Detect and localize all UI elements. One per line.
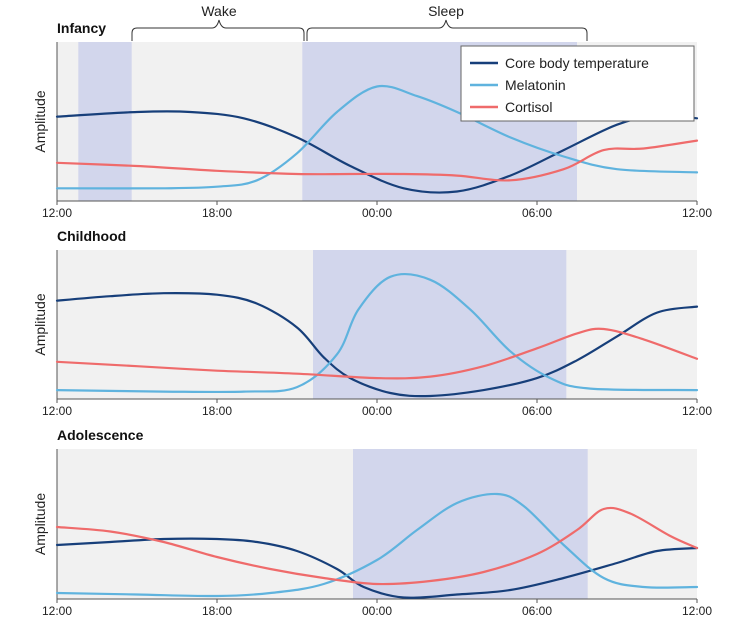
infancy-x-tick-label: 00:00 <box>362 206 392 220</box>
sleep-brace <box>306 19 588 41</box>
adolescence-x-tick-label: 12:00 <box>682 604 712 618</box>
infancy-x-tick-label: 12:00 <box>42 206 72 220</box>
legend-label-melatonin: Melatonin <box>505 77 566 93</box>
wake-brace <box>131 19 305 41</box>
childhood-y-axis-label: Amplitude <box>32 293 48 355</box>
infancy-x-tick-label: 06:00 <box>522 206 552 220</box>
childhood-title: Childhood <box>57 228 126 244</box>
adolescence-x-tick-label: 12:00 <box>42 604 72 618</box>
childhood-x-tick-label: 06:00 <box>522 404 552 418</box>
infancy-core-body-temperature-line <box>55 110 699 194</box>
childhood-x-tick-label: 18:00 <box>202 404 232 418</box>
infancy-x-tick-label: 12:00 <box>682 206 712 220</box>
adolescence-title: Adolescence <box>57 427 144 443</box>
adolescence-x-tick-label: 18:00 <box>202 604 232 618</box>
wake-sleep-braces: Wake Sleep <box>131 3 588 41</box>
adolescence-x-tick-label: 00:00 <box>362 604 392 618</box>
legend-label-core-body-temperature: Core body temperature <box>505 55 649 71</box>
legend: Core body temperature Melatonin Cortisol <box>460 45 695 122</box>
adolescence-core-body-temperature-line <box>55 537 699 599</box>
childhood-panel: 12:00 18:00 00:00 06:00 12:00 Amplitude Childh… <box>32 228 712 418</box>
childhood-core-body-temperature-line <box>55 292 699 398</box>
legend-box <box>460 45 695 122</box>
wake-label: Wake <box>201 3 236 19</box>
adolescence-cortisol-line <box>55 506 699 586</box>
infancy-x-tick-label: 18:00 <box>202 206 232 220</box>
infancy-melatonin-line <box>55 84 699 190</box>
childhood-x-tick-label: 12:00 <box>42 404 72 418</box>
infancy-cortisol-line <box>55 139 699 182</box>
infancy-title: Infancy <box>57 20 106 36</box>
sleep-label: Sleep <box>428 3 464 19</box>
infancy-y-axis-label: Amplitude <box>32 90 48 152</box>
infancy-sleep-window-1 <box>78 42 132 201</box>
adolescence-y-axis-label: Amplitude <box>32 493 48 555</box>
adolescence-x-tick-label: 06:00 <box>522 604 552 618</box>
childhood-x-tick-label: 00:00 <box>362 404 392 418</box>
childhood-x-tick-label: 12:00 <box>682 404 712 418</box>
childhood-sleep-window-1 <box>313 250 567 399</box>
adolescence-melatonin-line <box>55 492 699 598</box>
legend-label-cortisol: Cortisol <box>505 99 552 115</box>
adolescence-sleep-window-1 <box>353 449 588 599</box>
childhood-cortisol-line <box>55 327 699 380</box>
adolescence-panel: 12:00 18:00 00:00 06:00 12:00 Amplitude Adoles… <box>32 427 712 618</box>
childhood-melatonin-line <box>55 273 699 394</box>
